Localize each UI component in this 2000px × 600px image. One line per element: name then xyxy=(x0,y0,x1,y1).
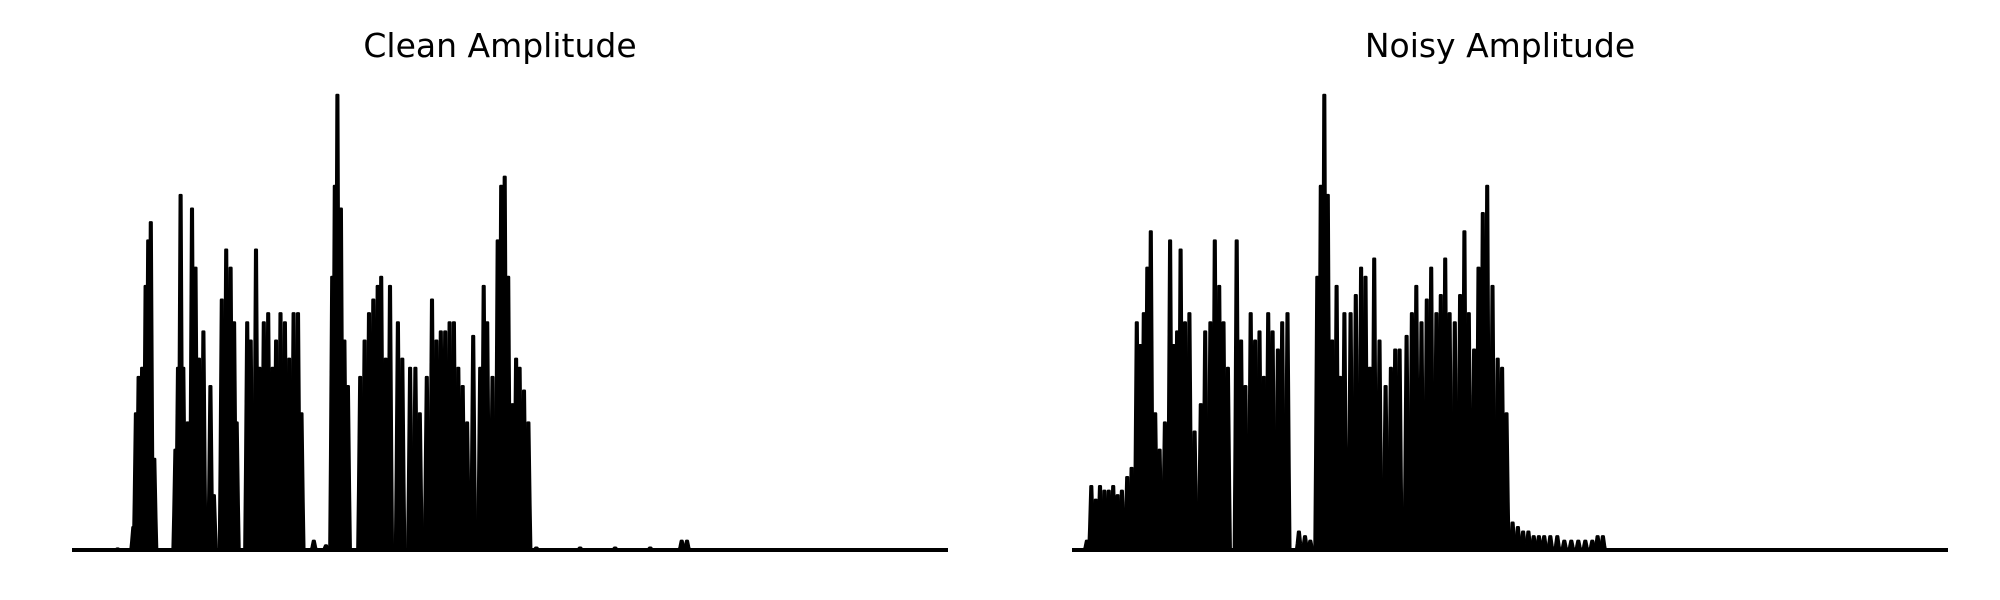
amplitude-peak-44 xyxy=(1283,312,1292,552)
amplitude-peak-96 xyxy=(1546,535,1555,552)
chart-title: Clean Amplitude xyxy=(363,26,637,65)
amplitude-peak-55 xyxy=(1340,312,1349,552)
amplitude-peak-40 xyxy=(321,544,331,552)
chart-title: Noisy Amplitude xyxy=(1364,26,1636,65)
amplitude-peak-46 xyxy=(343,384,352,552)
amplitude-peak-17 xyxy=(199,330,208,552)
clean-amplitude-panel: Clean Amplitude xyxy=(72,26,948,552)
amplitude-peak-86 xyxy=(611,546,620,552)
amplitude-peak-39 xyxy=(309,539,318,552)
amplitude-peak-45 xyxy=(1294,530,1303,552)
amplitude-peak-85 xyxy=(576,546,585,552)
amplitude-peak-104 xyxy=(1598,535,1607,552)
amplitude-peak-87 xyxy=(646,546,655,552)
amplitude-peak-101 xyxy=(1581,539,1590,552)
clean-amplitude-plot xyxy=(72,93,948,552)
amplitude-peak-56 xyxy=(398,357,407,552)
amplitude-peak-0 xyxy=(113,547,122,552)
amplitude-peak-47 xyxy=(1306,539,1315,552)
amplitude-peak-88 xyxy=(1502,412,1511,552)
amplitude-peak-24 xyxy=(232,421,241,552)
amplitude-peak-19 xyxy=(209,494,218,552)
amplitude-peak-97 xyxy=(1553,535,1562,552)
amplitude-peak-70 xyxy=(469,334,478,552)
amplitude-peak-59 xyxy=(415,412,424,552)
amplitude-peak-100 xyxy=(1574,539,1583,552)
noisy-amplitude-plot xyxy=(1072,93,1948,552)
amplitude-peak-99 xyxy=(1567,539,1576,552)
amplitude-peak-62 xyxy=(1375,339,1384,552)
amplitude-peak-25 xyxy=(1190,430,1199,552)
noisy-amplitude-panel: Noisy Amplitude xyxy=(1000,0,2000,600)
amplitude-peak-95 xyxy=(1540,535,1549,552)
amplitude-peak-84 xyxy=(532,546,541,552)
amplitude-peak-32 xyxy=(1223,366,1232,552)
amplitude-peak-8 xyxy=(150,457,159,552)
amplitude-peak-38 xyxy=(297,412,306,552)
amplitude-peak-69 xyxy=(463,421,472,552)
amplitude-peak-98 xyxy=(1560,539,1569,552)
amplitude-peak-89 xyxy=(682,539,692,552)
amplitude-peak-66 xyxy=(1395,348,1404,552)
amplitude-peak-83 xyxy=(524,421,533,552)
amplitude-peak-54 xyxy=(385,284,395,552)
